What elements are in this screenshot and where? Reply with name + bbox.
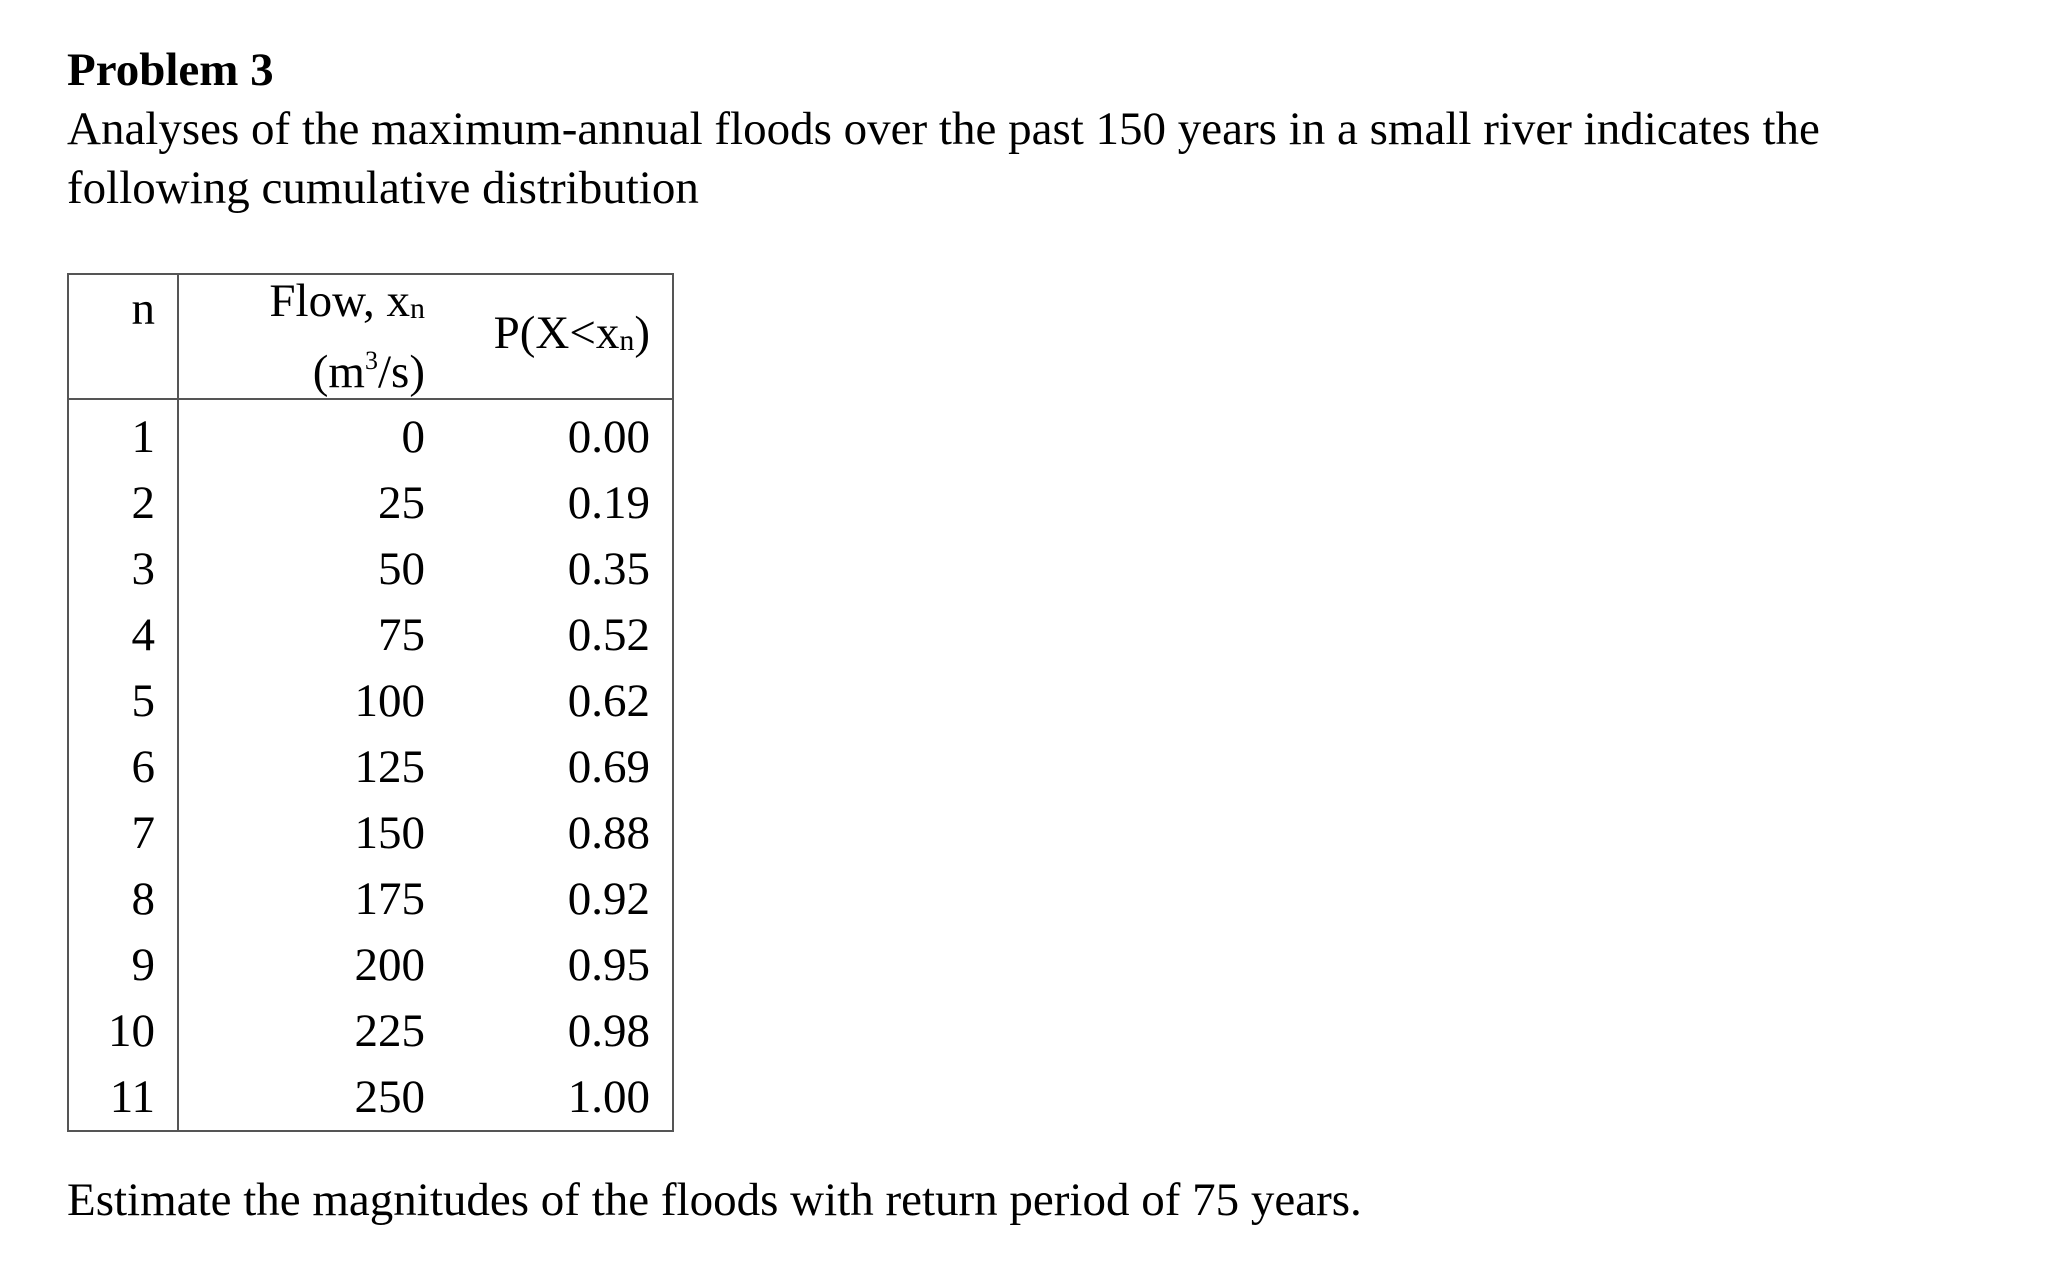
cell-probability: 0.35 xyxy=(567,543,650,595)
distribution-table-container: n Flow, xn (m3/s) P(X<xn) 1 0 0.00 2 25 0.19 3… xyxy=(67,273,674,1132)
header-prob-suffix: ) xyxy=(634,306,650,359)
table-header-row: n Flow, xn (m3/s) P(X<xn) xyxy=(68,274,673,400)
cell-flow: 25 xyxy=(378,477,425,529)
cell-probability: 0.69 xyxy=(567,741,650,793)
cell-n: 2 xyxy=(68,470,179,536)
cell-flow: 225 xyxy=(354,1005,426,1057)
table-body: 1 0 0.00 2 25 0.19 3 50 0.35 4 75 0.52 5 100 0.62 6 125 0… xyxy=(68,399,673,1131)
cell-n: 4 xyxy=(68,602,179,668)
table-row: 3 50 0.35 xyxy=(68,536,673,602)
cell-n: 9 xyxy=(68,932,179,998)
problem-title: Problem 3 xyxy=(67,44,274,96)
distribution-table: n Flow, xn (m3/s) P(X<xn) 1 0 0.00 2 25 0.19 3… xyxy=(67,273,674,1132)
cell-probability: 0.95 xyxy=(567,939,650,991)
cell-probability: 1.00 xyxy=(567,1071,650,1123)
header-flow-units-sup: 3 xyxy=(365,346,378,375)
cell-probability: 0.62 xyxy=(567,675,650,727)
cell-flow: 200 xyxy=(354,939,426,991)
cell-n: 8 xyxy=(68,866,179,932)
problem-intro: Analyses of the maximum-annual floods ov… xyxy=(67,103,1820,214)
header-probability: P(X<xn) xyxy=(463,274,673,400)
header-flow-units-open: (m xyxy=(312,346,365,398)
header-flow-subscript: n xyxy=(410,292,425,325)
cell-n: 7 xyxy=(68,800,179,866)
cell-n: 11 xyxy=(68,1064,179,1131)
cell-n: 5 xyxy=(68,668,179,734)
table-row: 8 175 0.92 xyxy=(68,866,673,932)
header-flow-line2: (m3/s) xyxy=(179,335,425,398)
cell-probability: 0.98 xyxy=(567,1005,650,1057)
table-row: 2 25 0.19 xyxy=(68,470,673,536)
cell-n: 1 xyxy=(68,399,179,470)
table-row: 1 0 0.00 xyxy=(68,399,673,470)
cell-flow: 0 xyxy=(401,411,426,463)
table-row: 9 200 0.95 xyxy=(68,932,673,998)
header-n: n xyxy=(68,274,179,400)
cell-probability: 0.92 xyxy=(567,873,650,925)
cell-flow: 250 xyxy=(354,1071,426,1123)
cell-probability: 0.00 xyxy=(567,411,650,463)
cell-flow: 125 xyxy=(354,741,426,793)
cell-flow: 150 xyxy=(354,807,426,859)
cell-n: 3 xyxy=(68,536,179,602)
cell-n: 6 xyxy=(68,734,179,800)
table-row: 10 225 0.98 xyxy=(68,998,673,1064)
cell-flow: 75 xyxy=(378,609,425,661)
header-flow: Flow, xn (m3/s) xyxy=(178,274,463,400)
table-row: 5 100 0.62 xyxy=(68,668,673,734)
header-prob-subscript: n xyxy=(619,323,635,357)
table-row: 4 75 0.52 xyxy=(68,602,673,668)
table-row: 6 125 0.69 xyxy=(68,734,673,800)
cell-n: 10 xyxy=(68,998,179,1064)
table-row: 7 150 0.88 xyxy=(68,800,673,866)
header-flow-label: Flow, x xyxy=(269,275,410,327)
table-row: 11 250 1.00 xyxy=(68,1064,673,1131)
cell-flow: 50 xyxy=(378,543,425,595)
header-flow-line1: Flow, xn xyxy=(179,275,425,335)
header-flow-units-close: /s) xyxy=(378,346,425,398)
cell-probability: 0.88 xyxy=(567,807,650,859)
cell-flow: 175 xyxy=(354,873,426,925)
document-page: Problem 3 Analyses of the maximum-annual… xyxy=(67,40,2027,1226)
question-text: Estimate the magnitudes of the floods wi… xyxy=(67,1174,1362,1226)
cell-flow: 100 xyxy=(354,675,426,727)
header-prob-prefix: P(X<x xyxy=(493,306,620,359)
cell-probability: 0.52 xyxy=(567,609,650,661)
cell-probability: 0.19 xyxy=(567,477,650,529)
header-n-label: n xyxy=(131,283,156,335)
